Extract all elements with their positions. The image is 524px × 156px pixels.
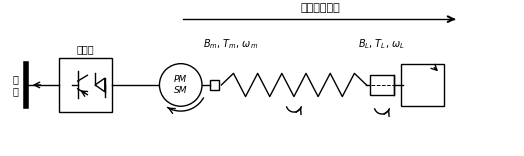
Circle shape [403,66,442,104]
Circle shape [418,80,428,90]
Text: 变流器: 变流器 [77,44,94,54]
Bar [59,58,112,112]
Bar [401,64,444,106]
Text: $B_{m}$, $T_{m}$, $\omega_{m}$: $B_{m}$, $T_{m}$, $\omega_{m}$ [203,37,259,51]
Bar [370,75,394,95]
Circle shape [410,72,435,98]
Text: 电
网: 电 网 [13,74,18,96]
Text: PM
SM: PM SM [174,75,188,95]
Circle shape [159,64,202,106]
Polygon shape [95,78,105,92]
Bar [210,80,220,90]
Text: 充放储能运行: 充放储能运行 [300,3,340,13]
Text: $B_L$, $T_L$, $\omega_L$: $B_L$, $T_L$, $\omega_L$ [357,37,405,51]
